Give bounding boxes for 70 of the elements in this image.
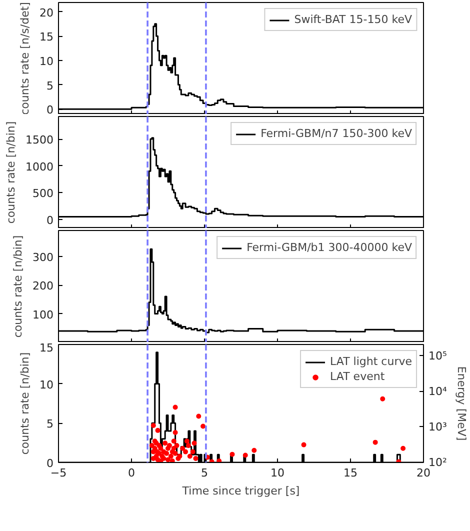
y-tick-label: 20 <box>40 6 54 20</box>
point <box>174 443 180 448</box>
point <box>193 456 198 461</box>
y-tick-label: 5 <box>46 79 54 92</box>
legend-label: Swift-BAT 15-150 keV <box>294 13 412 26</box>
point <box>196 414 202 419</box>
x-tick-label: 20 <box>416 466 430 480</box>
x-tick-label: 0 <box>128 466 135 480</box>
y-tick-label: 200 <box>32 280 54 293</box>
point <box>400 446 406 451</box>
legend-label: LAT event <box>330 370 385 383</box>
point <box>187 454 192 459</box>
y-tick-label: 15 <box>40 30 54 44</box>
y-tick-label: 0 <box>46 104 54 117</box>
x-tick-label: 10 <box>270 466 284 480</box>
point <box>162 440 168 446</box>
y2-tick-label: 10⁴ <box>428 384 448 398</box>
y2-axis-title: Energy [MeV] <box>454 366 468 441</box>
y-tick-label: 1000 <box>26 160 54 174</box>
x-tick-label: 15 <box>344 466 358 480</box>
x-tick-label: 5 <box>201 466 208 480</box>
point <box>152 446 158 451</box>
point <box>158 446 164 451</box>
y-tick-label: 10 <box>40 378 54 392</box>
point <box>171 446 176 451</box>
point <box>186 443 191 448</box>
y-tick-label: 300 <box>32 250 54 264</box>
legend-label: Fermi-GBM/b1 300-40000 keV <box>246 241 412 254</box>
point <box>252 448 257 453</box>
point <box>166 443 172 448</box>
legend-label: LAT light curve <box>330 355 412 368</box>
point <box>242 452 248 458</box>
point <box>192 440 197 446</box>
point <box>172 450 178 456</box>
point <box>216 458 222 462</box>
x-axis-title: Time since trigger [s] <box>181 484 300 498</box>
legend-label: Fermi-GBM/n7 150-300 keV <box>260 127 412 140</box>
point <box>301 442 306 448</box>
point <box>164 450 170 456</box>
y-axis-title: counts rate [n/bin] <box>12 235 25 338</box>
point <box>230 452 235 457</box>
y-axis-title: counts rate [n/bin] <box>4 121 18 224</box>
y-tick-label: 0 <box>46 214 54 227</box>
point <box>183 449 188 454</box>
y-tick-label: 1500 <box>26 134 54 147</box>
y-tick-label: 5 <box>46 418 54 431</box>
y2-tick-label: 10³ <box>428 420 447 434</box>
y-tick-label: 15 <box>40 342 54 354</box>
point <box>172 404 178 410</box>
point <box>380 396 386 402</box>
y-tick-label: 10 <box>40 54 54 68</box>
point <box>150 423 156 428</box>
point <box>168 454 174 459</box>
point <box>166 457 170 462</box>
point <box>172 430 178 435</box>
point <box>372 440 378 445</box>
y-tick-label: 100 <box>32 308 54 322</box>
point <box>149 443 154 448</box>
point <box>180 446 186 451</box>
point <box>200 424 206 429</box>
point <box>170 458 175 462</box>
y2-tick-label: 10² <box>428 456 447 469</box>
y-axis-title: counts rate [n/bin] <box>18 352 32 455</box>
point <box>190 449 196 454</box>
y-axis-title: counts rate [n/s/det] <box>18 2 32 115</box>
point <box>171 438 176 444</box>
point <box>184 438 190 444</box>
y2-tick-label: 10⁵ <box>428 349 447 362</box>
y-tick-label: 500 <box>32 187 54 200</box>
point <box>155 428 160 433</box>
